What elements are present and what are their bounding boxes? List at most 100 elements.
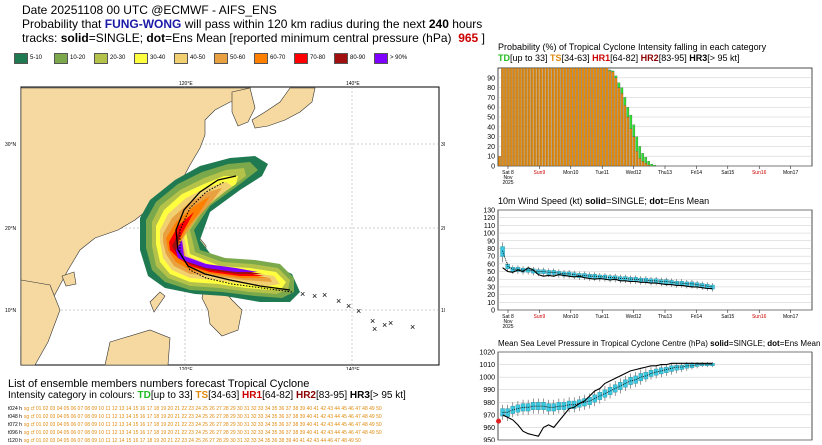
mslp-chart: 950 960 970 980 990 1000 1010 1020 (479, 350, 813, 442)
lat-label-10-left: 10°N (5, 308, 17, 314)
prob-ytick-5: 50 (487, 115, 495, 122)
wind-xtick-label-9: Mon17 (783, 314, 799, 320)
legend-label-5: 50-60 (230, 55, 246, 61)
tracks-dot: dot (146, 31, 166, 45)
prob-bar-ts-50 (647, 164, 650, 167)
prob-xtick-label-4: Wed12 (626, 170, 642, 176)
members-row-text-1: sg cf 01 02 03 04 05 06 07 08 09 10 11 1… (23, 414, 382, 420)
prob-bar-ts-3 (507, 67, 510, 167)
wind-xtick-label-month-0: Nov (504, 319, 513, 325)
prob-bar-ts-14 (539, 67, 543, 167)
prob-bar-td-39 (614, 75, 618, 78)
category-ts-range: [34-63] (208, 390, 240, 401)
wind-box-41 (710, 284, 715, 290)
intensity-prob-chart-categories: TD[up to 33] TS[34-63] HR1[64-82] HR2[83… (498, 53, 740, 63)
prob-bar-ts-18 (551, 67, 555, 167)
forecast-hours: 240 (428, 17, 449, 31)
pres-box-35 (679, 365, 684, 370)
pres-box-14 (572, 400, 577, 409)
header-date-line: Date 20251108 00 UTC @ECMWF - AIFS_ENS (22, 3, 277, 17)
lat-label-30-left: 30°N (5, 142, 17, 148)
prob-bar-ts-23 (566, 67, 570, 167)
category-hr1: HR1 (242, 390, 263, 401)
intensity-prob-chart-title: Probability (%) of Tropical Cyclone Inte… (498, 42, 767, 52)
members-row-label-2: t072 h (8, 422, 22, 428)
wind-ytick-8: 80 (487, 246, 495, 253)
prob-ytick-6: 60 (487, 105, 495, 112)
prob-bar-ts-36 (605, 67, 609, 167)
land-japan (251, 87, 316, 129)
pres-ytick-2: 970 (483, 412, 495, 419)
members-row-1: t048 h sg cf 01 02 03 04 05 06 07 08 09 1… (8, 413, 384, 421)
wind-single-line (502, 267, 713, 290)
prob-ytick-7: 70 (487, 95, 495, 102)
legend-swatch-9 (374, 53, 388, 64)
pres-box-31 (659, 367, 664, 375)
prob-bar-ts-35 (602, 67, 606, 167)
map-land (20, 87, 316, 366)
prob-ytick-0: 0 (491, 164, 495, 171)
pres-box-6 (531, 402, 536, 410)
lon-label-120-bottom: 120°E (179, 367, 193, 370)
track-marker-1: × (300, 289, 305, 299)
category-hr3-range: [> 95 kt] (369, 390, 406, 401)
pres-box-21 (607, 387, 613, 395)
legend-swatch-5 (214, 53, 228, 64)
prob-cat-ts-range: [34-63] (561, 53, 590, 63)
pres-box-36 (684, 363, 690, 369)
track-position-markers: × × × × × × × × × × × (300, 289, 415, 334)
prob-bar-ts-45 (632, 136, 636, 167)
track-marker-7: × (370, 316, 375, 326)
prob-bar-ts-4 (510, 67, 513, 167)
legend-swatch-2 (94, 53, 108, 64)
pres-box-26 (633, 375, 638, 384)
prob-bar-ts-1 (501, 67, 504, 167)
pressure-chart-solid-suffix: =SINGLE; (728, 339, 766, 348)
prob-bar-td-52 (653, 164, 656, 167)
legend-swatch-7 (294, 53, 308, 64)
tracks-solid: solid (60, 31, 89, 45)
pres-ytick-1: 960 (483, 425, 495, 432)
wind-box-7 (536, 269, 541, 274)
wind-xtick-label-2: Mon10 (563, 314, 579, 320)
prob-xtick-label-6: Fri14 (691, 170, 703, 176)
prob-bar-ts-34 (599, 67, 603, 167)
prob-cat-ts: TS (550, 53, 562, 63)
prob-bar-ts-24 (569, 67, 573, 167)
prob-bar-ts-30 (587, 67, 591, 167)
prob-bar-ts-33 (596, 67, 600, 167)
prob-bar-td-37 (608, 69, 612, 72)
prob-cat-hr1: HR1 (592, 53, 611, 63)
legend-swatch-3 (134, 53, 148, 64)
lon-label-140-bottom: 140°E (346, 367, 360, 370)
prob-ytick-4: 40 (487, 124, 495, 131)
wind-xtick-label-5: Thu13 (658, 314, 672, 320)
prob-bar-ts-28 (581, 67, 585, 167)
prob-ytick-3: 30 (487, 134, 495, 141)
legend-label-9: > 90% (390, 55, 408, 61)
prob-bar-ts-9 (525, 67, 528, 167)
track-marker-9: × (382, 320, 387, 330)
pres-box-4 (520, 403, 526, 412)
category-hr2: HR2 (295, 390, 316, 401)
prob-middle: will pass within 120 km radius during th… (184, 17, 426, 31)
pressure-chart-title-text: Mean Sea Level Pressure in Tropical Cycl… (498, 339, 708, 348)
prob-bar-ts-17 (548, 67, 552, 167)
swath-over-90 (176, 240, 258, 272)
members-row-text-2: sg cf 01 02 03 04 05 06 07 08 09 10 11 1… (23, 422, 382, 428)
legend-swatch-1 (54, 53, 68, 64)
pres-box-22 (612, 384, 618, 393)
ensemble-mean-track-line (179, 181, 293, 293)
legend-swatch-4 (174, 53, 188, 64)
wind-chart-solid-suffix: =SINGLE; (606, 196, 647, 206)
prob-bar-ts-6 (516, 67, 519, 167)
lat-label-20-left: 20°N (5, 226, 17, 232)
prob-bar-ts-7 (519, 67, 522, 167)
pressure-chart-solid: solid (710, 339, 729, 348)
prob-bar-ts-42 (623, 105, 627, 167)
prob-bar-td-38 (611, 70, 615, 73)
wind-ytick-13: 130 (483, 208, 495, 215)
members-subtitle-prefix: Intensity category in colours: (8, 390, 135, 401)
legend-label-6: 60-70 (270, 55, 286, 61)
prob-bar-ts-27 (578, 67, 582, 167)
